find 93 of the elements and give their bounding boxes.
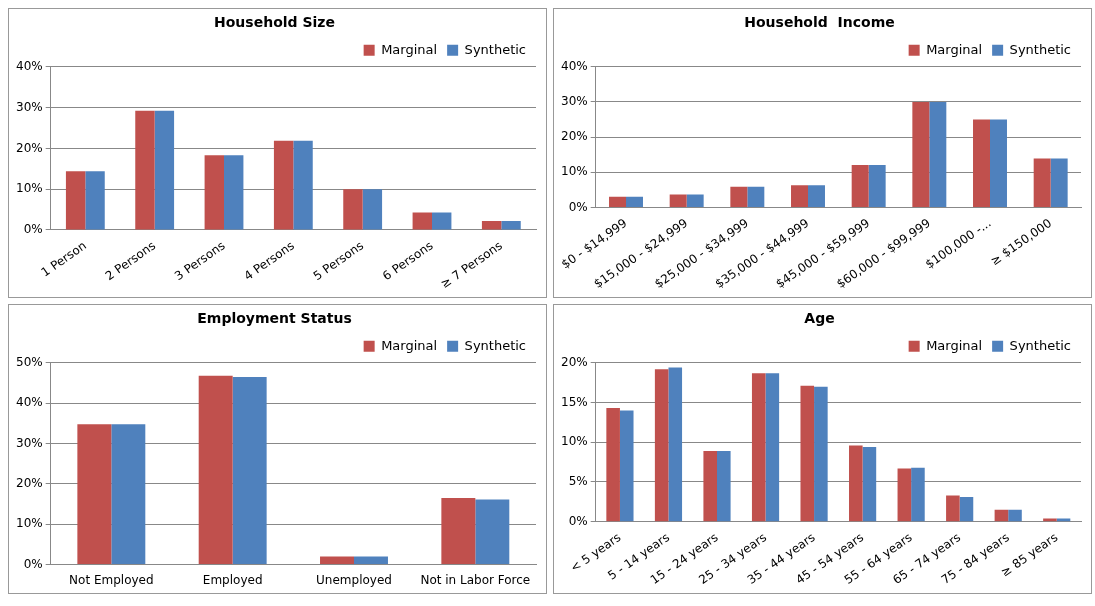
bar [343,189,363,230]
bar [609,196,627,207]
bar [475,499,510,565]
y-tick-label: 10% [561,434,588,449]
y-tick-label: 10% [16,181,43,196]
chart-title: Employment Status [197,310,352,327]
legend-label: Marginal [381,41,438,57]
bar [198,375,233,565]
bar [973,119,990,207]
y-tick-label: 20% [16,140,43,155]
bar [654,369,669,522]
x-tick-label: Unemployed [316,572,392,587]
y-tick-label: 20% [561,129,588,144]
bar [154,110,175,230]
bar [135,110,155,230]
bar [765,373,780,522]
bar [929,101,947,207]
bar [1050,158,1068,207]
bar [912,101,930,207]
bar [851,164,869,207]
bar [232,376,267,565]
bar [412,212,432,230]
bar [946,495,960,522]
bar [730,186,748,207]
bar [273,140,294,230]
y-tick-label: 10% [16,516,43,531]
bar [747,186,765,207]
chart-title: Age [804,310,835,327]
bar [606,408,620,522]
bar [686,194,704,207]
bar [814,386,828,522]
bar [800,385,815,522]
bar [293,140,313,230]
bar [911,467,925,522]
chart-title: Household Size [214,14,335,31]
legend-label: Synthetic [464,41,527,57]
y-tick-label: 40% [16,395,43,410]
y-tick-label: 30% [16,435,43,450]
bar [111,424,146,565]
bar [224,155,244,230]
y-tick-label: 0% [23,222,43,237]
y-tick-label: 15% [561,394,588,409]
x-tick-label: Not Employed [69,572,154,587]
y-tick-label: 30% [561,94,588,109]
bar [791,185,808,207]
y-tick-label: 40% [561,58,588,73]
bar [1033,158,1051,207]
bar [990,119,1007,207]
y-tick-label: 0% [23,556,43,571]
y-tick-label: 0% [568,513,588,528]
bar [481,220,502,230]
legend-label: Marginal [926,337,983,353]
bar [897,468,912,522]
bar [808,185,825,207]
bar [703,450,717,522]
bar [849,445,863,522]
y-tick-label: 5% [568,474,588,489]
bar [669,194,687,207]
legend-label: Synthetic [1009,337,1072,353]
x-tick-label: Employed [202,572,263,587]
y-tick-label: 0% [568,199,588,214]
legend-label: Synthetic [1009,41,1072,57]
bar [626,196,643,207]
bar [432,212,452,230]
y-tick-label: 40% [16,58,43,73]
bar [354,556,388,565]
bar [85,171,105,230]
y-tick-label: 20% [561,354,588,369]
bar [77,424,112,565]
chart-title: Household Income [744,14,895,31]
bar [959,497,974,522]
x-tick-label: Not in Labor Force [420,572,531,587]
bar [619,410,634,522]
legend-label: Synthetic [464,337,527,353]
y-tick-label: 30% [16,99,43,114]
bar [1008,509,1022,522]
bar [320,556,354,565]
bar [862,447,877,522]
bar [362,189,383,230]
bar [501,220,521,230]
bar [994,509,1009,522]
bar [65,171,86,230]
bar [204,155,224,230]
bar [868,164,886,207]
legend-label: Marginal [381,337,438,353]
y-tick-label: 10% [561,164,588,179]
bar [751,373,766,522]
bar [717,450,731,522]
legend-label: Marginal [926,41,983,57]
y-tick-label: 50% [16,354,43,369]
bar [441,498,476,565]
bar [668,367,683,522]
y-tick-label: 20% [16,476,43,491]
